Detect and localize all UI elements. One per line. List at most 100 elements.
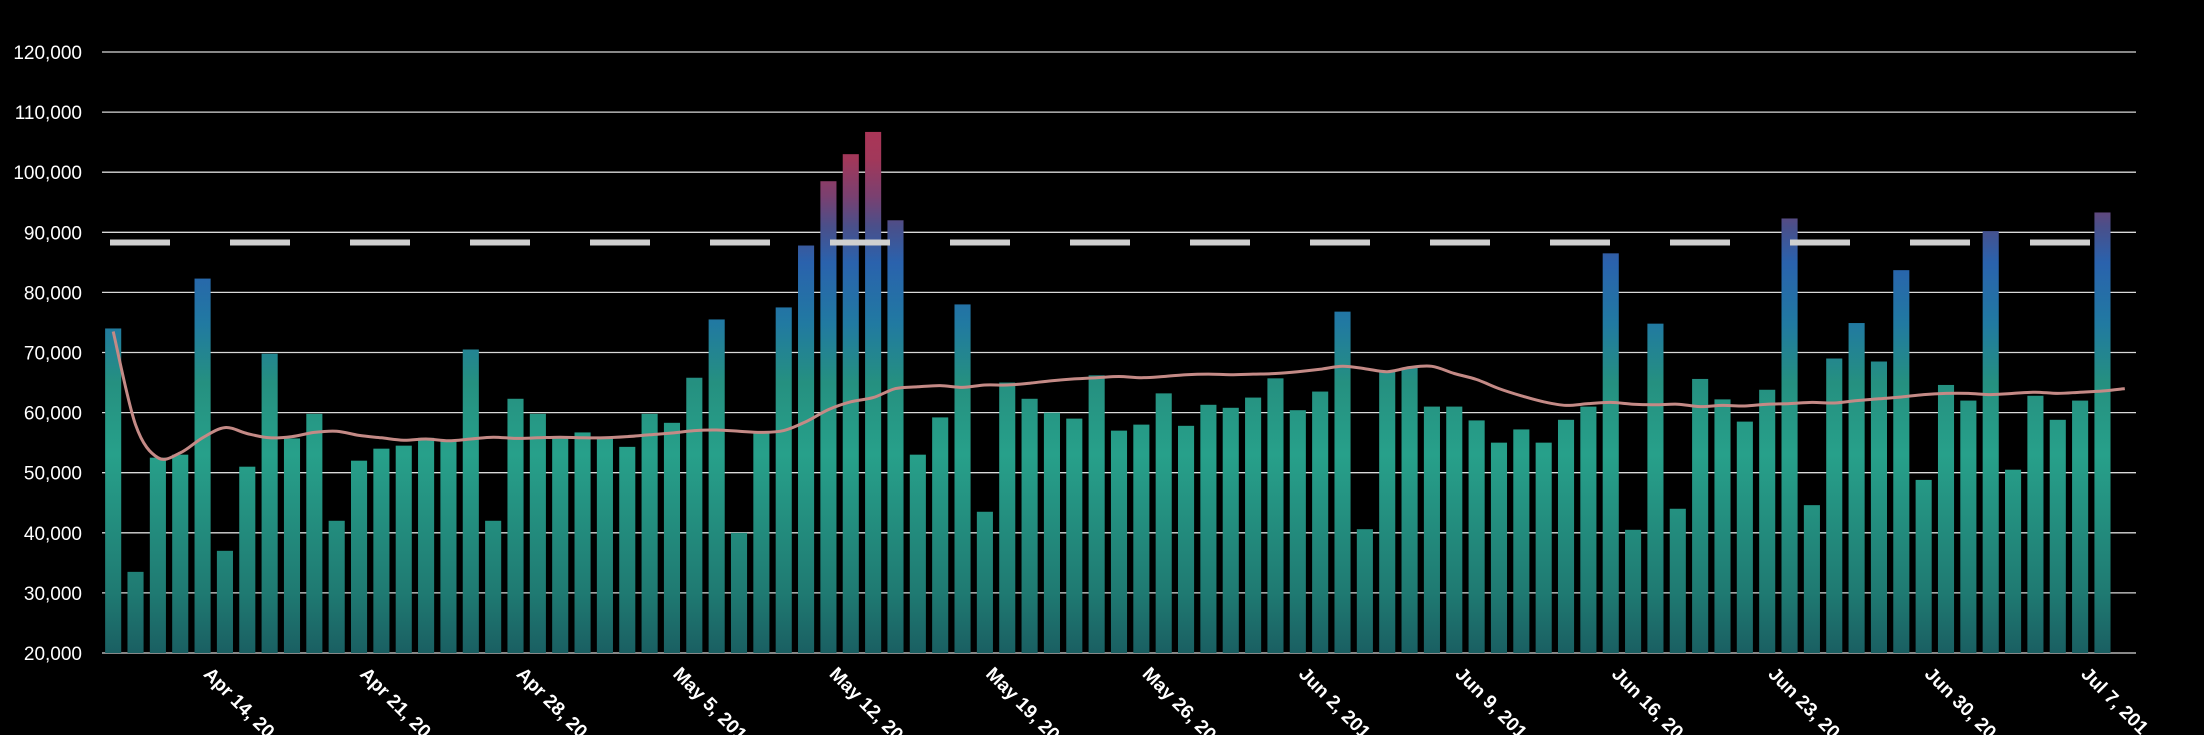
bar [328,520,345,653]
bar [1669,508,1686,653]
bar [1513,429,1530,653]
x-tick-label: Jun 2, 201 [1294,664,1374,735]
y-tick-label: 110,000 [15,103,82,124]
bar [1200,404,1217,653]
x-tick-label: Apr 28, 20 [512,664,591,735]
bar [842,154,859,654]
bar [462,349,479,653]
bar [1557,419,1575,653]
bar [149,457,166,653]
bar [485,520,502,653]
bar [1222,407,1239,653]
bar [1781,218,1798,654]
x-tick-label: Jul 7, 201 [2077,664,2153,735]
bar [1870,361,1888,653]
bar [1401,367,1418,653]
bar [686,377,703,653]
bar [596,437,613,653]
bar [954,304,971,653]
bar [1021,398,1038,653]
bar [1334,311,1351,653]
x-tick-label: Apr 21, 20 [355,664,434,735]
bar [574,432,591,653]
bar-series [105,131,2111,654]
x-axis-ticks: Apr 14, 20 Apr 21, 20 Apr 28, 20 May 5, 201… [199,664,2152,735]
x-tick-label: May 19, 20 [981,664,1063,735]
moving-average-line [111,331,2125,461]
bar [1893,270,1910,653]
bar [2027,395,2044,653]
x-tick-label: Jun 9, 201 [1451,664,1531,735]
bar [1982,231,1999,653]
bar [418,437,435,653]
bar [798,245,815,653]
y-tick-label: 20,000 [24,644,82,665]
y-tick-label: 70,000 [24,344,82,365]
y-tick-label: 50,000 [24,464,82,485]
bar [1066,418,1083,653]
bar [2094,212,2111,654]
bar [976,511,993,653]
bar [1423,406,1440,653]
y-axis-ticks: 20,000 30,000 40,000 50,000 60,000 70,000 80,0… [13,43,82,665]
bar [1960,400,1977,653]
bar [2072,400,2089,653]
moving-average-path [111,331,2125,461]
bar [2005,469,2022,653]
y-tick-label: 100,000 [13,163,82,184]
bar [1714,399,1731,653]
x-tick-label: May 5, 201 [668,664,750,735]
bar [1379,371,1396,653]
bar [1088,375,1105,653]
bar [663,422,681,653]
bar [1043,412,1060,653]
bar [1647,323,1664,653]
bar [507,398,524,653]
bar [730,532,748,653]
bar [1915,479,1932,653]
bar [239,466,256,653]
y-tick-label: 90,000 [24,223,82,244]
x-tick-label: Jun 30, 20 [1920,664,2000,735]
bar [1267,378,1284,653]
bar [708,319,725,653]
bar [865,131,882,654]
bar [1155,393,1172,653]
bar [529,413,546,653]
bar [194,278,211,653]
bar [440,439,457,653]
y-tick-label: 80,000 [24,283,82,304]
bar [1289,410,1306,653]
bar [887,220,904,653]
bar [1602,253,1619,653]
x-tick-label: May 26, 20 [1138,664,1220,735]
y-tick-label: 40,000 [24,524,82,545]
bar [1446,406,1463,653]
bar [1692,378,1709,653]
bar [373,448,390,653]
bar [932,417,949,653]
bar [552,438,569,653]
bar [1736,421,1753,653]
bar [1826,358,1843,653]
bar [283,438,301,653]
bar [127,571,144,653]
bar [216,550,233,653]
bar [1468,420,1485,653]
y-tick-label: 30,000 [24,584,82,605]
bar [1803,505,1820,653]
bar [172,454,189,653]
bar [261,353,278,653]
bar [641,413,658,653]
bar [1759,389,1776,653]
x-tick-label: Jun 16, 20 [1607,664,1687,735]
bar [1937,384,1955,653]
bar [1110,430,1128,653]
bar [1535,442,1552,653]
bar [753,431,770,653]
bar [350,460,368,653]
y-tick-label: 120,000 [13,43,82,64]
bar [619,446,636,653]
bar [1178,425,1195,653]
